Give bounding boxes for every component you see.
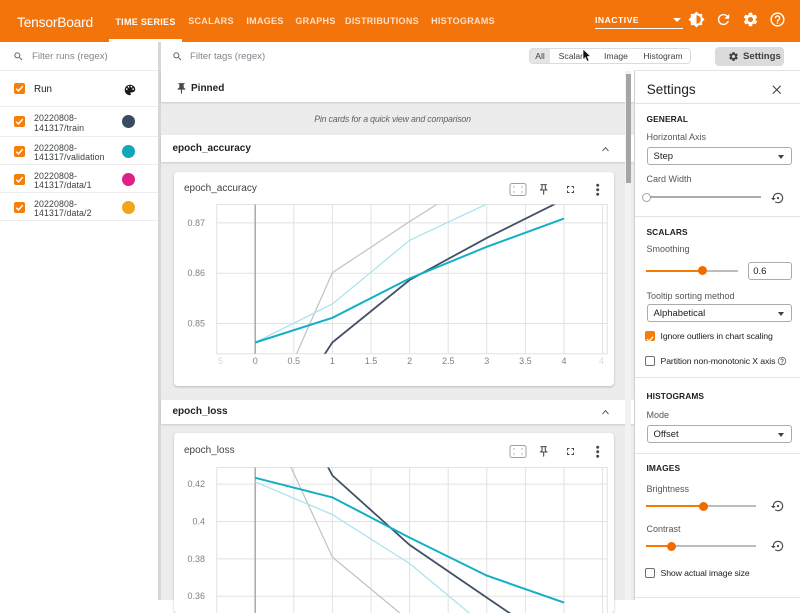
svg-text:4: 4 bbox=[561, 356, 566, 366]
svg-text:3: 3 bbox=[484, 356, 489, 366]
svg-text:0.36: 0.36 bbox=[187, 592, 205, 602]
svg-text:0.4: 0.4 bbox=[192, 517, 205, 527]
svg-text:4: 4 bbox=[599, 356, 604, 366]
svg-text:1: 1 bbox=[330, 356, 335, 366]
svg-text:0.86: 0.86 bbox=[187, 268, 205, 278]
svg-text:0.42: 0.42 bbox=[187, 479, 205, 489]
svg-text:1.5: 1.5 bbox=[365, 356, 378, 366]
svg-text:3.5: 3.5 bbox=[519, 356, 532, 366]
svg-text:0.87: 0.87 bbox=[187, 218, 205, 228]
svg-text:2.5: 2.5 bbox=[442, 356, 455, 366]
svg-text:2: 2 bbox=[407, 356, 412, 366]
svg-text:0: 0 bbox=[253, 356, 258, 366]
svg-text:0.38: 0.38 bbox=[187, 554, 205, 564]
svg-text:5: 5 bbox=[218, 356, 223, 366]
svg-text:0.5: 0.5 bbox=[288, 356, 301, 366]
svg-text:0.85: 0.85 bbox=[187, 318, 205, 328]
